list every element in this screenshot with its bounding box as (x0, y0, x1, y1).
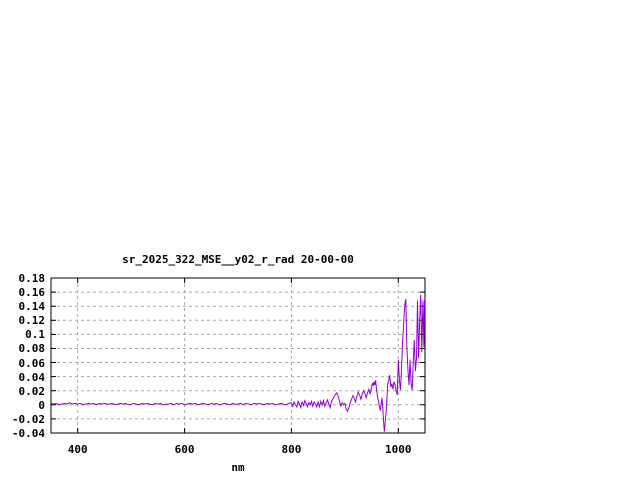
y-tick-label: 0 (38, 398, 45, 412)
y-tick-label: 0.02 (18, 384, 46, 398)
y-tick-label: 0.12 (18, 314, 46, 328)
y-tick-label: 0.08 (18, 342, 46, 356)
chart-title: sr_2025_322_MSE__y02_r_rad 20-00-00 (122, 253, 354, 266)
x-tick-label: 600 (174, 443, 195, 456)
y-tick-label: 0.06 (18, 356, 46, 370)
y-tick-label: -0.04 (11, 427, 45, 440)
x-tick-label: 400 (67, 443, 88, 456)
y-tick-label: 0.04 (18, 370, 46, 384)
plot-frame (50, 277, 426, 434)
x-tick-label: 1000 (385, 443, 412, 456)
y-tick-label: 0.16 (18, 286, 46, 300)
data-series-line (50, 294, 426, 432)
y-tick-label: 0.1 (25, 328, 45, 342)
y-tick-label: 0.14 (18, 300, 46, 314)
y-tick-label: -0.02 (11, 412, 45, 426)
x-tick-label: 800 (281, 443, 302, 456)
y-tick-label: 0.18 (18, 272, 46, 285)
x-axis-label: nm (231, 461, 245, 474)
